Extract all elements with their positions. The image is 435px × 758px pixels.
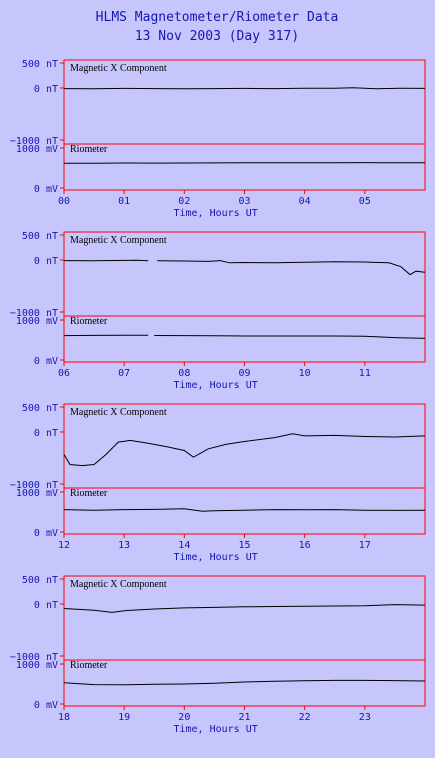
x-tick-label: 04 xyxy=(299,196,311,207)
riometer-y-tick-label: 0 mV xyxy=(34,356,58,367)
x-axis-label: Time, Hours UT xyxy=(173,724,257,735)
magnetic-panel-title: Magnetic X Component xyxy=(70,63,167,74)
x-tick-label: 16 xyxy=(299,540,311,551)
x-tick-label: 05 xyxy=(359,196,371,207)
mag-y-tick-label: 500 nT xyxy=(22,59,58,70)
magnetic-x-trace xyxy=(63,87,426,90)
x-tick-label: 19 xyxy=(118,712,130,723)
x-tick-label: 17 xyxy=(359,540,371,551)
x-tick-label: 01 xyxy=(118,196,130,207)
x-axis-label: Time, Hours UT xyxy=(173,380,257,391)
mag-y-tick-label: −1000 nT xyxy=(10,136,58,147)
magnetic-x-trace xyxy=(63,259,426,276)
x-tick-label: 06 xyxy=(58,368,70,379)
x-tick-label: 11 xyxy=(359,368,371,379)
mag-y-tick-label: 0 nT xyxy=(34,84,58,95)
riometer-trace xyxy=(63,679,426,686)
riometer-y-tick-label: 0 mV xyxy=(34,700,58,711)
x-axis-label: Time, Hours UT xyxy=(173,208,257,219)
riometer-trace xyxy=(63,334,426,339)
mag-y-tick-label: 0 nT xyxy=(34,256,58,267)
x-tick-label: 15 xyxy=(238,540,250,551)
x-tick-label: 23 xyxy=(359,712,371,723)
x-tick-label: 20 xyxy=(178,712,190,723)
riometer-trace xyxy=(64,162,425,164)
panels-group: Magnetic X Component Riometer 500 nT 0 nT −1… xyxy=(10,59,426,735)
x-tick-label: 10 xyxy=(299,368,311,379)
x-tick-label: 00 xyxy=(58,196,70,207)
x-tick-label: 14 xyxy=(178,540,190,551)
x-tick-label: 07 xyxy=(118,368,130,379)
riometer-y-tick-label: 1000 mV xyxy=(16,488,58,499)
riometer-y-tick-label: 1000 mV xyxy=(16,316,58,327)
x-tick-label: 03 xyxy=(238,196,250,207)
magnetic-panel-title: Magnetic X Component xyxy=(70,579,167,590)
mag-y-tick-label: −1000 nT xyxy=(10,308,58,319)
x-tick-label: 09 xyxy=(238,368,250,379)
x-tick-label: 12 xyxy=(58,540,70,551)
riometer-trace xyxy=(63,508,426,512)
magnetic-x-trace xyxy=(63,604,426,613)
x-tick-label: 22 xyxy=(299,712,311,723)
chart-title-line1: HLMS Magnetometer/Riometer Data xyxy=(96,10,339,25)
x-tick-label: 21 xyxy=(238,712,250,723)
x-tick-label: 08 xyxy=(178,368,190,379)
riometer-y-tick-label: 1000 mV xyxy=(16,144,58,155)
mag-y-tick-label: −1000 nT xyxy=(10,652,58,663)
magnetic-panel-title: Magnetic X Component xyxy=(70,235,167,246)
riometer-panel-title: Riometer xyxy=(70,660,108,671)
riometer-y-tick-label: 0 mV xyxy=(34,184,58,195)
riometer-y-tick-label: 0 mV xyxy=(34,528,58,539)
magnetic-x-trace xyxy=(63,433,426,467)
riometer-panel-title: Riometer xyxy=(70,316,108,327)
x-tick-label: 18 xyxy=(58,712,70,723)
riometer-y-tick-label: 1000 mV xyxy=(16,660,58,671)
mag-y-tick-label: 0 nT xyxy=(34,600,58,611)
x-axis-label: Time, Hours UT xyxy=(173,552,257,563)
mag-y-tick-label: 500 nT xyxy=(22,403,58,414)
x-tick-label: 13 xyxy=(118,540,130,551)
x-tick-label: 02 xyxy=(178,196,190,207)
riometer-panel-title: Riometer xyxy=(70,488,108,499)
mag-y-tick-label: 500 nT xyxy=(22,231,58,242)
mag-y-tick-label: 500 nT xyxy=(22,575,58,586)
mag-y-tick-label: 0 nT xyxy=(34,428,58,439)
riometer-panel-title: Riometer xyxy=(70,144,108,155)
chart-title-line2: 13 Nov 2003 (Day 317) xyxy=(135,29,299,44)
magnetic-panel-title: Magnetic X Component xyxy=(70,407,167,418)
mag-y-tick-label: −1000 nT xyxy=(10,480,58,491)
